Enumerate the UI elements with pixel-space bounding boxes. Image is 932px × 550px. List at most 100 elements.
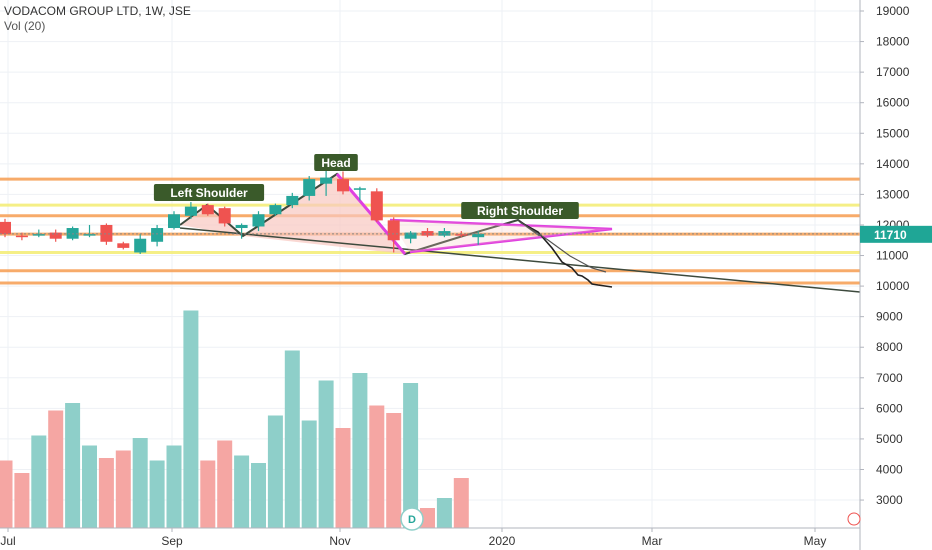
volume-bar: [132, 438, 148, 528]
price-tick-label: 16000: [876, 96, 910, 110]
volume-bar: [48, 410, 64, 528]
pattern-label: Head: [321, 156, 350, 170]
candle-body: [201, 205, 214, 215]
dividend-marker[interactable]: D: [400, 507, 861, 531]
volume-indicator-label: Vol (20): [4, 19, 46, 33]
chart-title: VODACOM GROUP LTD, 1W, JSE: [4, 4, 191, 18]
pattern-label-bg: [153, 184, 265, 201]
candle-body: [455, 234, 468, 236]
time-tick-label: Mar: [642, 534, 663, 548]
price-tick-label: 9000: [876, 310, 903, 324]
candle-body: [184, 206, 197, 216]
time-tick-label: Sep: [161, 534, 183, 548]
volume-bar: [386, 413, 402, 528]
candle-body: [49, 232, 62, 239]
candle-body: [472, 233, 485, 238]
dividend-marker-circle[interactable]: [400, 507, 424, 531]
volume-bar: [115, 450, 131, 528]
volume-bar: [183, 310, 199, 528]
price-tick-label: 8000: [876, 340, 903, 354]
time-tick-label: Jul: [0, 534, 15, 548]
candle-body: [387, 220, 400, 241]
candle-body: [134, 238, 147, 253]
candle-body: [218, 208, 231, 224]
alert-marker: [847, 512, 861, 526]
candle-body: [303, 179, 316, 196]
time-axis: Jul Sep Nov 2020 Mar May: [0, 527, 860, 548]
time-tick-label: Nov: [329, 534, 350, 548]
volume-bar: [217, 440, 233, 528]
price-axis: 1900018000170001600015000140001300012000…: [859, 0, 932, 550]
candle-body: [286, 195, 299, 206]
price-tick-label: 13000: [876, 187, 910, 201]
candle-body: [404, 232, 417, 239]
last-price-tag: 11710: [0, 225, 932, 243]
candle-body: [269, 205, 282, 215]
volume-bar: [251, 463, 266, 528]
pattern-label-bg: [314, 154, 358, 171]
candle-body: [353, 188, 366, 190]
candle-body: [235, 224, 248, 229]
volume-bar: [200, 460, 216, 528]
triangle-fill: [390, 220, 612, 252]
candle-body: [83, 234, 96, 236]
volume-bar: [234, 455, 250, 528]
price-tick-label: 17000: [876, 65, 910, 79]
triangle-pattern: [389, 218, 613, 254]
volume-bar: [318, 380, 334, 528]
volume-bar: [301, 420, 317, 528]
dividend-marker-label: D: [408, 514, 416, 526]
candle-body: [168, 214, 180, 229]
pattern-label: Right Shoulder: [477, 204, 563, 218]
volume-bar: [436, 498, 452, 528]
volume-bar: [166, 445, 182, 528]
volume-bar: [14, 473, 30, 528]
candle-body: [100, 224, 113, 242]
price-tick-label: 4000: [876, 462, 903, 476]
price-tick-label: 7000: [876, 371, 903, 385]
volume-bar: [369, 405, 385, 528]
volume-bar: [65, 403, 81, 528]
volume-bar: [284, 350, 300, 528]
candle-body: [421, 231, 434, 236]
candle-body: [32, 234, 45, 236]
time-tick-label: May: [804, 534, 827, 548]
volume-bar: [98, 458, 114, 528]
price-tick-label: 11000: [876, 249, 909, 263]
volume-bar: [0, 460, 13, 528]
pattern-label-bg: [461, 202, 579, 219]
candle-body: [151, 228, 164, 242]
price-tick-label: 5000: [876, 432, 903, 446]
projection-line-light: [519, 221, 607, 273]
candle-body: [252, 214, 265, 227]
candle-body: [320, 177, 333, 184]
last-price-label: 11710: [874, 228, 907, 242]
pattern-label: Left Shoulder: [170, 186, 248, 200]
price-tick-label: 3000: [876, 493, 903, 507]
projection-path: [519, 221, 613, 288]
volume-bar: [267, 415, 283, 528]
volume-bar: [352, 373, 368, 528]
price-tick-label: 14000: [876, 157, 910, 171]
grid: [0, 0, 860, 528]
candle-body: [337, 179, 349, 192]
candle-body: [370, 191, 383, 221]
candle-body: [0, 221, 11, 235]
volume-bar: [31, 435, 47, 528]
price-tick-label: 6000: [876, 401, 903, 415]
volume-bars: [0, 310, 469, 528]
price-axis-bg: [860, 0, 932, 550]
pattern-labels: Left Shoulder Head Right Shoulder: [153, 154, 579, 219]
candle-body: [15, 235, 28, 238]
volume-bar: [82, 445, 97, 528]
price-tick-label: 15000: [876, 126, 910, 140]
neckline: [179, 227, 861, 293]
candle-body: [117, 243, 130, 248]
volume-bar: [453, 478, 469, 528]
price-tick-label: 10000: [876, 279, 910, 293]
projection-line-dark: [519, 221, 613, 288]
price-tick-label: 19000: [876, 4, 910, 18]
volume-bar: [420, 508, 435, 528]
volume-bar: [403, 383, 419, 528]
